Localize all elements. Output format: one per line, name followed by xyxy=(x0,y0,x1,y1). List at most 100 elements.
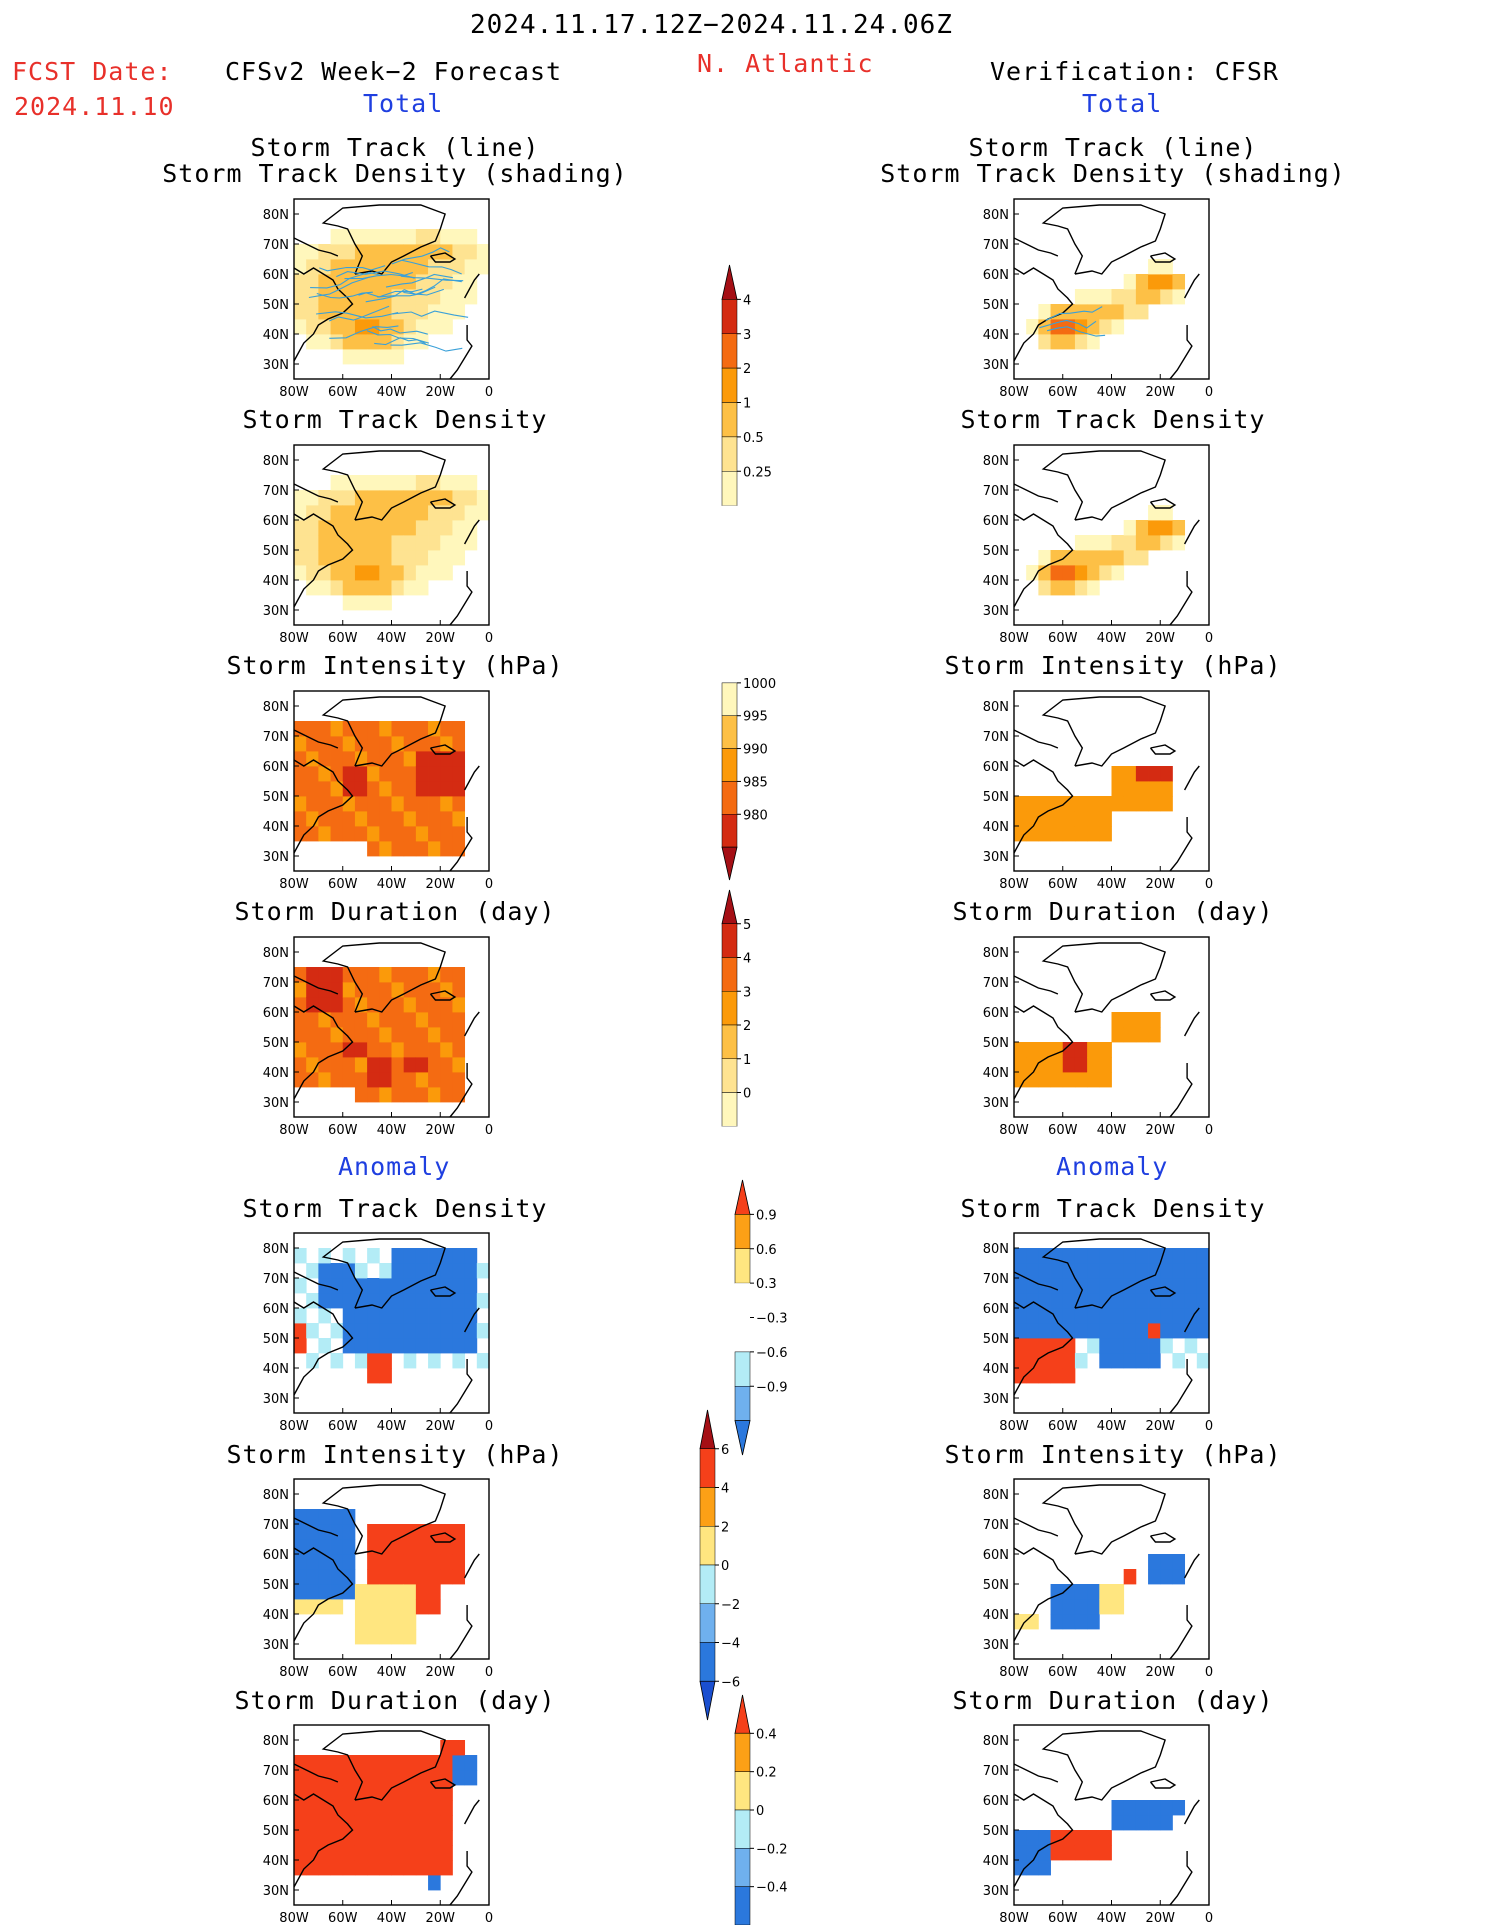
grid-cell xyxy=(1184,1323,1198,1339)
colorbar-tick-label: −0.6 xyxy=(756,1346,788,1361)
lon-tick-label: 20W xyxy=(426,877,456,892)
grid-cell xyxy=(1026,1278,1039,1294)
grid-cell xyxy=(1135,781,1149,797)
grid-cell xyxy=(415,319,429,335)
grid-cell xyxy=(294,1860,307,1876)
grid-cell xyxy=(367,997,380,1013)
grid-cell xyxy=(1038,1338,1051,1354)
coastline-path xyxy=(463,765,480,791)
coastline-path xyxy=(1149,990,1177,1001)
grid-cell xyxy=(1160,1554,1173,1570)
grid-cell xyxy=(391,1614,405,1630)
grid-cell xyxy=(391,505,405,521)
grid-cell xyxy=(391,1072,405,1088)
grid-cell xyxy=(440,274,453,290)
grid-cell xyxy=(403,1614,417,1630)
grid-cell xyxy=(452,1293,466,1309)
grid-cell xyxy=(440,796,453,812)
grid-cell xyxy=(367,1629,380,1645)
grid-cell xyxy=(1148,1323,1161,1339)
grid-cell xyxy=(1062,1278,1076,1294)
coastline-path xyxy=(1149,252,1177,263)
grid-cell xyxy=(1087,565,1100,581)
grid-cell xyxy=(367,304,380,320)
grid-cell xyxy=(318,796,331,812)
lat-tick-label: 30N xyxy=(263,1096,289,1111)
colorbar-segment xyxy=(721,814,738,848)
grid-cell xyxy=(1062,1338,1076,1354)
colorbar-arrow xyxy=(734,1694,751,1734)
coastline xyxy=(293,204,480,380)
grid-cell xyxy=(403,244,417,260)
grid-cell xyxy=(294,1830,307,1846)
grid-cell xyxy=(367,1524,380,1540)
lon-tick-label: 20W xyxy=(1146,1123,1176,1138)
grid-cell xyxy=(294,1800,307,1816)
grid-cell xyxy=(342,550,356,566)
grid-cell xyxy=(379,595,392,611)
grid-cell xyxy=(379,1042,392,1058)
panel-title-anom-density-left: Storm Track Density xyxy=(242,1194,548,1223)
grid-cell xyxy=(440,304,453,320)
grid-cell xyxy=(1196,1323,1210,1339)
grid-cell xyxy=(391,796,405,812)
grid-cell xyxy=(1099,1830,1112,1846)
panel-title-density-left: Storm Track Density xyxy=(242,405,548,434)
grid-cell xyxy=(318,1539,331,1555)
grid-cell xyxy=(354,259,368,275)
grid-cell xyxy=(367,1554,380,1570)
coastline-path xyxy=(293,1301,354,1396)
grid-cell xyxy=(440,1263,453,1279)
coastline-path xyxy=(1041,204,1166,275)
lon-tick-label: 80W xyxy=(279,385,309,400)
grid-cell xyxy=(1099,811,1112,827)
grid-cell xyxy=(318,1308,331,1324)
grid-cell xyxy=(464,274,478,290)
model-title: CFSv2 Week−2 Forecast xyxy=(225,57,563,86)
panel-title-anom-duration-right: Storm Duration (day) xyxy=(952,1686,1274,1715)
grid-cell xyxy=(440,289,453,305)
colorbar-tick-label: 0.5 xyxy=(743,431,764,446)
grid-cell xyxy=(1050,565,1064,581)
grid-cell xyxy=(306,1323,319,1339)
grid-cell xyxy=(379,1539,392,1555)
grid-cell xyxy=(1074,1293,1088,1309)
grid-cell xyxy=(1062,1368,1076,1384)
grid-cell xyxy=(1074,1614,1088,1630)
grid-cell xyxy=(330,319,344,335)
coastline-path xyxy=(429,498,457,509)
colorbar-segment xyxy=(734,1886,751,1925)
grid-cell xyxy=(464,1263,478,1279)
colorbar-segment xyxy=(722,505,737,540)
grid-cell xyxy=(342,796,356,812)
lon-tick-label: 20W xyxy=(426,1123,456,1138)
grid-cell xyxy=(391,1087,405,1103)
grid-cell xyxy=(428,967,441,983)
grid-cell xyxy=(415,1755,429,1771)
coastline-path xyxy=(1013,729,1059,749)
grid-cell xyxy=(452,1740,466,1756)
grid-cell xyxy=(354,796,368,812)
grid-cell xyxy=(379,1584,392,1600)
grid-cell xyxy=(1172,1353,1186,1369)
grid-cell xyxy=(379,229,392,245)
grid-cell xyxy=(415,721,429,737)
storm-tracks xyxy=(1039,306,1106,337)
grid-cell xyxy=(391,736,405,752)
grid-cell xyxy=(1184,1263,1198,1279)
grid-cell xyxy=(1026,1042,1039,1058)
map-verification-total-track: 80N 70N 60N 50N 40N 30N 80W 60W 40W 20W 0 xyxy=(983,198,1213,400)
grid-cell xyxy=(367,505,380,521)
grid-cell xyxy=(440,1755,453,1771)
grid-cell xyxy=(391,1263,405,1279)
grid-cell xyxy=(1087,811,1100,827)
grid-cell xyxy=(354,811,368,827)
grid-cell xyxy=(330,520,344,536)
grid-cell xyxy=(428,475,441,491)
grid-cell xyxy=(415,766,429,782)
grid-cell xyxy=(1123,796,1137,812)
grid-cell xyxy=(306,520,319,536)
grid-cell xyxy=(342,1584,356,1600)
lat-tick-label: 80N xyxy=(983,208,1009,223)
grid-cell xyxy=(379,751,392,767)
